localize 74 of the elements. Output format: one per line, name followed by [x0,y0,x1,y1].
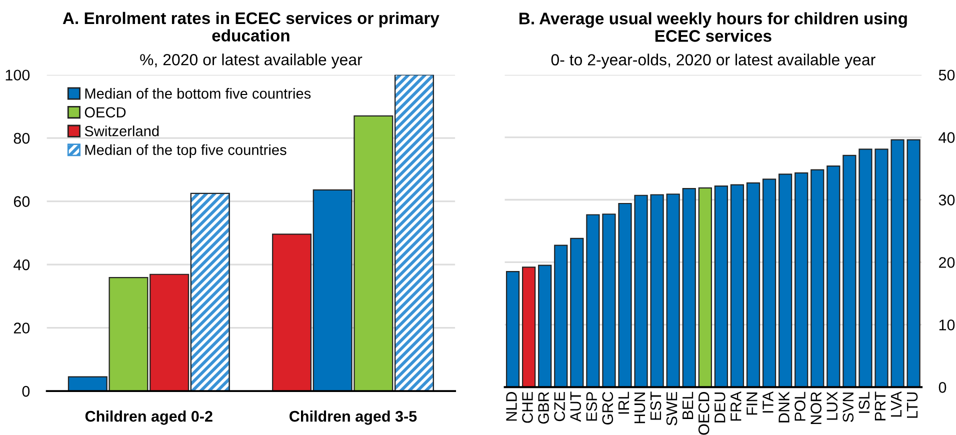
bar [714,185,728,388]
y-tick-label: 10 [939,320,955,330]
x-tick-label: SVN [842,392,854,422]
bar [618,202,632,388]
x-tick-label: ISL [858,392,870,413]
bar [762,178,776,388]
bar [874,148,888,388]
bar [746,182,760,388]
y-tick-label: 0 [22,386,30,397]
bar [586,214,600,388]
legend-label: Median of the top five countries [85,144,286,158]
x-tick-label: GRC [602,392,614,424]
y-tick-label: 20 [14,322,30,334]
bar [570,238,584,388]
x-tick-label: NOR [810,392,822,424]
bar [522,266,536,388]
bar [506,271,520,388]
x-tick-label: SWE [666,392,678,426]
bar [730,184,744,388]
y-tick-label: 60 [14,196,30,208]
x-tick-label: PRT [874,392,886,420]
bar [698,187,712,388]
x-tick-label: POL [794,392,806,421]
y-tick-label: 100 [6,70,30,81]
y-tick-label: 20 [939,257,955,268]
x-tick-label: OECD [698,392,710,435]
y-tick-label: 40 [938,132,955,143]
y-tick-label: 50 [938,70,955,81]
x-tick-label: ITA [762,391,774,413]
bar [794,172,808,388]
bar [602,214,616,388]
x-tick-label: FRA [730,391,742,421]
bar [842,154,856,388]
x-tick-label: ESP [586,392,598,421]
chart-title: B. Average usual weekly hours for children using ECEC services [520,12,907,42]
y-tick-label: 80 [14,132,30,144]
y-tick-label: 30 [938,194,955,206]
bar [858,148,872,388]
bar [554,244,568,388]
bar [650,194,664,388]
legend-label: OECD [84,107,126,118]
x-tick-label: LTU [907,392,918,418]
x-tick-label: LUX [826,392,838,420]
bar [906,139,920,388]
chart-subtitle: %, 2020 or latest available year [140,54,362,68]
x-tick-label: NLD [506,392,517,421]
x-tick-label: DNK [778,391,790,422]
bar [634,194,648,388]
x-tick-label: BEL [682,392,694,419]
x-tick-label: LVA [890,391,902,417]
bar [666,194,680,388]
legend-label: Switzerland [84,126,159,136]
x-tick-label: IRL [618,392,629,414]
bar [682,188,696,388]
chart-subtitle: 0- to 2-year-olds, 2020 or latest available year [551,54,876,69]
x-tick-label: DEU [714,392,726,422]
x-tick-label: GBR [538,392,549,424]
x-tick-label: AUT [570,392,582,422]
x-tick-label: CZE [554,392,565,422]
x-tick-label: Children aged 3-5 [290,410,417,425]
bar [810,169,824,388]
x-tick-label: HUN [634,392,646,424]
y-tick-label: 40 [14,259,30,270]
x-tick-label: FIN [746,392,758,415]
bar [778,174,792,388]
bar [538,264,552,388]
chart-title: A. Enrolment rates in ECEC services or primary education [62,12,440,42]
legend-label: Median of the bottom five countries [85,88,311,99]
bar [826,165,840,388]
bar [890,139,904,388]
x-tick-label: Children aged 0-2 [85,410,212,425]
x-tick-label: EST [650,392,662,420]
x-tick-label: CHE [522,392,533,423]
y-tick-label: 0 [938,382,946,393]
